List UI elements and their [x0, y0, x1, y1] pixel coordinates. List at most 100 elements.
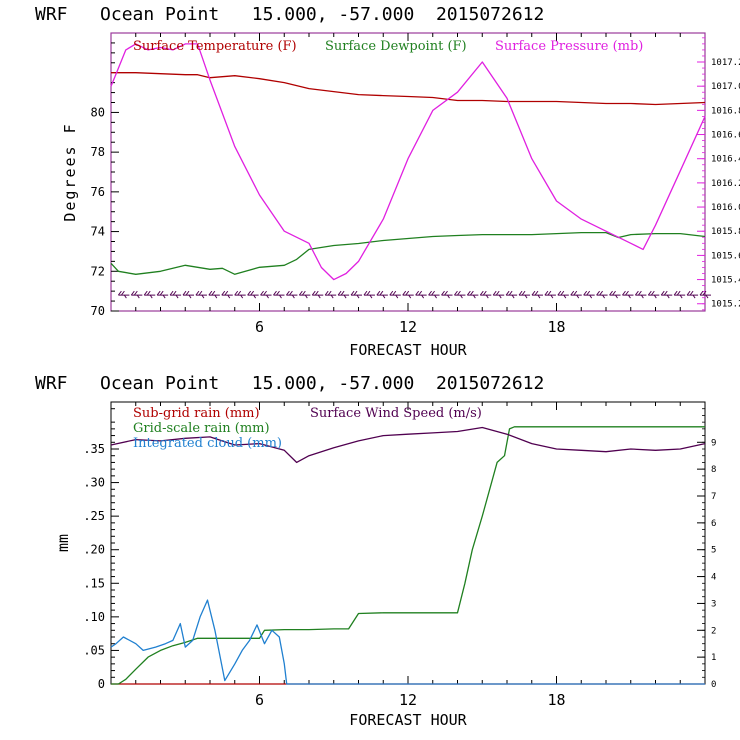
y-axis-ticks-2: 0 .05 .10 .15 .20 .25 .30 .35: [83, 408, 119, 691]
wind-barb: [466, 290, 479, 299]
wind-barb: [311, 290, 324, 299]
wind-barb: [143, 290, 156, 299]
y2-tick-label: 1016.4: [711, 155, 740, 165]
y-tick-label: 72: [91, 264, 105, 278]
y2-tick-label: 7: [711, 492, 716, 502]
y-axis-ticks: 70 72 74 76 78 80: [91, 42, 119, 318]
y-tick-label: 80: [91, 105, 105, 119]
y-tick-label: .25: [83, 509, 105, 523]
y2-tick-label: 4: [711, 573, 716, 583]
wind-barb: [660, 290, 673, 299]
series-group: [110, 43, 706, 281]
y2-tick-label: 6: [711, 519, 716, 529]
wind-barb: [402, 290, 414, 299]
wind-barb: [130, 290, 143, 299]
wind-barb: [247, 290, 259, 299]
wind-barb: [324, 290, 337, 299]
x-tick-label: 18: [547, 318, 565, 336]
wind-barb: [441, 290, 453, 299]
y2-tick-label: 1015.6: [711, 251, 740, 261]
wind-barb: [492, 290, 505, 299]
x-axis-label: FORECAST HOUR: [349, 341, 467, 359]
y2-tick-label: 1016.6: [711, 131, 740, 141]
wind-barb: [117, 290, 130, 299]
wind-barb: [156, 290, 169, 299]
series-surface-dewpoint-f: [110, 231, 706, 275]
y2-tick-label: 5: [711, 546, 716, 556]
series-grid-scale-rain-mm: [111, 426, 705, 685]
wind-barb: [195, 290, 207, 299]
y-tick-label: .20: [83, 543, 105, 557]
y2-tick-label: 9: [711, 438, 716, 448]
wind-barb: [350, 290, 363, 299]
wind-barb: [544, 290, 556, 299]
y2-tick-label: 1016.8: [711, 106, 740, 116]
series-integrated-cloud-mm: [110, 599, 705, 685]
wind-barb: [505, 290, 518, 299]
y2-tick-label: 1: [711, 653, 716, 663]
precipitation-chart: WRF Ocean Point 15.000, -57.000 20150726…: [35, 373, 716, 729]
y2-tick-label: 1017.0: [711, 82, 740, 92]
chart-title-2: WRF Ocean Point 15.000, -57.000 20150726…: [35, 373, 544, 394]
x-axis-label-2: FORECAST HOUR: [349, 711, 467, 729]
wind-barb: [454, 290, 466, 299]
wind-barb: [557, 290, 569, 299]
wind-barb: [686, 290, 699, 299]
y2-tick-label: 8: [711, 465, 716, 475]
wind-barb: [208, 290, 220, 299]
wind-barb: [699, 290, 711, 299]
y-tick-label: 70: [91, 304, 105, 318]
y2-tick-label: 3: [711, 599, 716, 609]
wind-barb: [273, 290, 285, 299]
legend-gridscale-rain: Grid-scale rain (mm): [133, 421, 270, 436]
wind-barb: [376, 290, 388, 299]
y-tick-label: .35: [83, 442, 105, 456]
series-surface-wind-speed-m-s: [110, 426, 706, 464]
wind-barb: [169, 290, 182, 299]
wind-axis-ticks: 0 1 2 3 4 5 6 7 8 9: [697, 408, 716, 690]
temperature-chart: WRF Ocean Point 15.000, -57.000 20150726…: [35, 4, 740, 359]
y2-tick-label: 1016.2: [711, 179, 740, 189]
x-tick-label: 6: [255, 691, 264, 709]
wind-barb: [518, 290, 531, 299]
wind-barb: [363, 290, 375, 299]
wind-barb: [609, 290, 621, 299]
wind-barb: [531, 290, 543, 299]
y-tick-label: 74: [91, 225, 105, 239]
y2-tick-label: 2: [711, 626, 716, 636]
wind-barb: [570, 290, 582, 299]
y-tick-label: .30: [83, 476, 105, 490]
x-axis-ticks-2: 6 12 18: [135, 402, 681, 709]
legend-subgrid-rain: Sub-grid rain (mm): [133, 406, 260, 421]
y-tick-label: .05: [83, 643, 105, 657]
legend-pressure: Surface Pressure (mb): [495, 39, 643, 54]
x-axis-ticks: 6 12 18: [135, 33, 681, 336]
wind-barb: [428, 290, 440, 299]
y-tick-label: 78: [91, 145, 105, 159]
legend-dewpoint: Surface Dewpoint (F): [325, 39, 467, 54]
y2-tick-label: 1015.4: [711, 276, 740, 286]
wind-barb: [596, 290, 608, 299]
x-tick-label: 12: [399, 318, 417, 336]
wind-barb: [647, 290, 660, 299]
wind-barb: [673, 290, 686, 299]
series-surface-pressure-mb: [110, 43, 706, 281]
wind-barb: [285, 290, 298, 299]
wind-barb: [298, 290, 311, 299]
wind-barb: [415, 290, 427, 299]
chart-title: WRF Ocean Point 15.000, -57.000 20150726…: [35, 4, 544, 25]
wind-barb: [260, 290, 272, 299]
wind-barb: [337, 290, 350, 299]
wind-barb: [182, 290, 194, 299]
legend-2: Sub-grid rain (mm) Surface Wind Speed (m…: [133, 406, 482, 451]
x-tick-label: 6: [255, 318, 264, 336]
y-axis-label-2: mm: [54, 534, 72, 552]
series-group-2: [110, 426, 706, 685]
y-axis-label: Degrees F: [61, 122, 79, 221]
y2-tick-label: 1015.2: [711, 300, 740, 310]
wind-barb: [622, 290, 634, 299]
legend: Surface Temperature (F) Surface Dewpoint…: [133, 39, 643, 54]
legend-wind-speed: Surface Wind Speed (m/s): [310, 406, 482, 421]
legend-integrated-cloud: Integrated cloud (mm): [133, 436, 282, 451]
